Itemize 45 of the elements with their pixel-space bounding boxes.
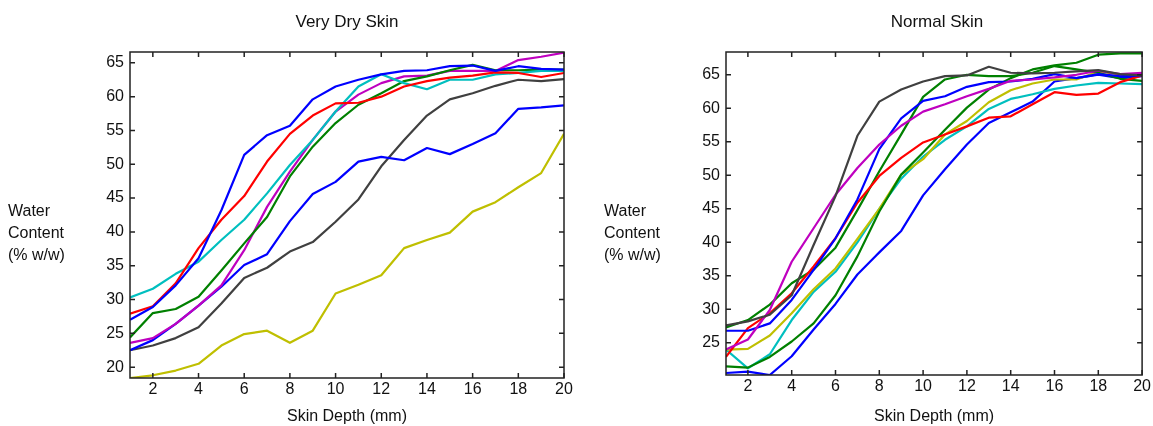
- x-tick-label: 10: [914, 377, 933, 395]
- y-tick-label: 25: [702, 333, 721, 351]
- y-tick-label: 55: [106, 120, 125, 138]
- y-tick-label: 50: [106, 154, 125, 172]
- y-axis-title: Water Content (% w/w): [604, 201, 662, 265]
- y-tick-label: 35: [702, 266, 721, 284]
- y-tick-label: 35: [106, 256, 125, 274]
- y-tick-label: 50: [702, 165, 721, 183]
- y-tick-label: 45: [106, 188, 125, 206]
- x-tick-label: 10: [326, 380, 345, 398]
- y-tick-label: 60: [106, 87, 125, 105]
- x-tick-label: 16: [463, 380, 482, 398]
- x-tick-label: 4: [194, 380, 204, 398]
- y-tick-label: 25: [106, 323, 125, 341]
- y-tick-label: 65: [702, 65, 721, 83]
- y-tick-label: 20: [106, 357, 125, 375]
- chart-title: Very Dry Skin: [294, 12, 400, 32]
- x-tick-label: 12: [958, 377, 976, 395]
- y-tick-label: 30: [106, 289, 125, 307]
- y-tick-label: 65: [106, 53, 125, 71]
- x-tick-label: 2: [743, 377, 753, 395]
- chart-title: Normal Skin: [889, 12, 985, 32]
- x-tick-label: 6: [831, 377, 841, 395]
- y-tick-label: 55: [702, 132, 721, 150]
- y-tick-label: 30: [702, 299, 721, 317]
- y-tick-label: 40: [702, 232, 721, 250]
- x-axis-title: Skin Depth (mm): [874, 406, 995, 424]
- x-tick-label: 20: [555, 380, 573, 398]
- x-tick-label: 14: [1001, 377, 1020, 395]
- y-axis-title: Water Content (% w/w): [8, 201, 66, 265]
- x-tick-label: 18: [509, 380, 528, 398]
- x-tick-label: 2: [148, 380, 158, 398]
- x-tick-label: 14: [418, 380, 436, 398]
- x-tick-label: 4: [787, 377, 797, 395]
- x-tick-label: 18: [1089, 377, 1108, 395]
- x-tick-label: 8: [874, 377, 884, 395]
- x-tick-label: 20: [1133, 377, 1152, 395]
- y-tick-label: 60: [702, 98, 721, 116]
- x-tick-label: 6: [239, 380, 249, 398]
- x-axis-title: Skin Depth (mm): [286, 406, 408, 424]
- x-tick-label: 8: [285, 380, 295, 398]
- y-tick-label: 45: [702, 199, 721, 217]
- x-tick-label: 16: [1045, 377, 1064, 395]
- y-tick-label: 40: [106, 222, 125, 240]
- x-tick-label: 12: [372, 380, 391, 398]
